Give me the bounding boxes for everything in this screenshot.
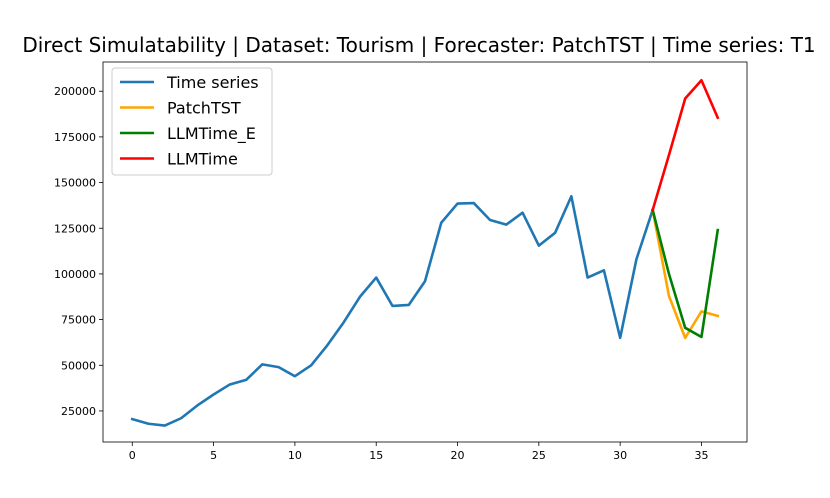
plot-frame xyxy=(102,61,748,443)
series-line-patchtst xyxy=(651,208,720,340)
x-tick-label: 35 xyxy=(694,449,708,462)
series-layer xyxy=(130,78,720,427)
x-axis: 0 5 10 15 20 25 30 35 xyxy=(129,442,708,462)
x-tick-label: 30 xyxy=(613,449,627,462)
y-tick-label: 25000 xyxy=(61,405,96,418)
x-tick-label: 20 xyxy=(451,449,465,462)
y-tick-label: 200000 xyxy=(54,85,96,98)
legend-label: PatchTST xyxy=(167,99,241,118)
x-tick-label: 15 xyxy=(369,449,383,462)
series-line-time-series xyxy=(130,194,655,427)
series-line-llmtime-e xyxy=(651,208,720,339)
y-tick-label: 150000 xyxy=(54,177,96,190)
legend-label: LLMTime xyxy=(167,150,238,169)
legend: Time series PatchTST LLMTime_E LLMTime xyxy=(111,67,273,176)
x-tick-label: 25 xyxy=(532,449,546,462)
legend-box xyxy=(111,67,273,176)
y-tick-label: 125000 xyxy=(54,222,96,235)
legend-label: LLMTime_E xyxy=(167,124,256,144)
y-axis: 25000 50000 75000 100000 125000 150000 175000 2… xyxy=(54,85,103,418)
y-tick-label: 100000 xyxy=(54,268,96,281)
x-tick-label: 5 xyxy=(210,449,217,462)
legend-label: Time series xyxy=(166,73,259,92)
y-tick-label: 75000 xyxy=(61,314,96,327)
plot-area xyxy=(102,61,748,443)
x-tick-label: 0 xyxy=(129,449,136,462)
series-line-llmtime xyxy=(651,78,720,212)
y-tick-label: 175000 xyxy=(54,131,96,144)
chart-title: Direct Simulatability | Dataset: Tourism… xyxy=(22,33,815,57)
y-tick-label: 50000 xyxy=(61,359,96,372)
x-tick-label: 10 xyxy=(288,449,302,462)
